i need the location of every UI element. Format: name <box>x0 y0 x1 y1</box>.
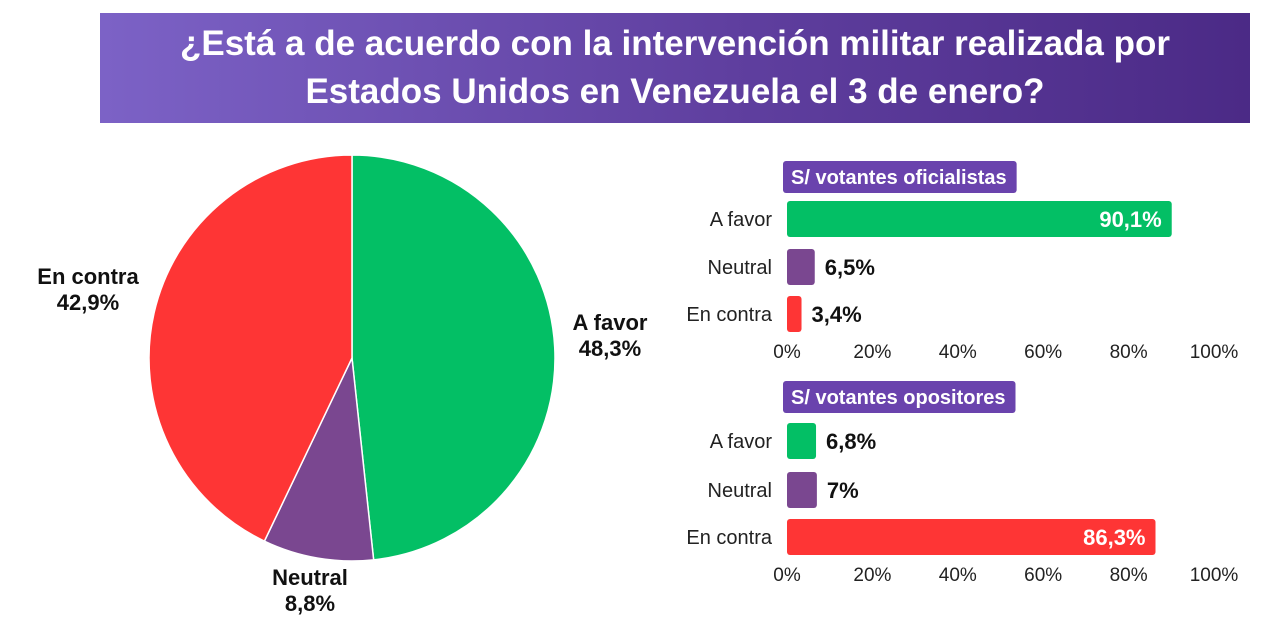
pie-label-en-contra: En contra <box>37 264 139 289</box>
bar-chart-header: S/ votantes opositores <box>783 381 1016 413</box>
bar-chart-oficialistas: S/ votantes oficialistas A favor 90,1% Neut… <box>686 161 1238 363</box>
x-tick-label: 60% <box>1024 342 1062 363</box>
bar-en-contra <box>787 519 1156 555</box>
x-tick-label: 100% <box>1190 342 1239 363</box>
pie-label-a-favor: A favor <box>573 310 648 335</box>
bar-category-label-neutral: Neutral <box>708 257 772 279</box>
x-tick-label: 0% <box>773 342 801 363</box>
title-banner: ¿Está a de acuerdo con la intervención m… <box>100 13 1250 123</box>
x-tick-label: 20% <box>853 565 891 586</box>
title-line-1: ¿Está a de acuerdo con la intervención m… <box>179 24 1171 63</box>
pie-slice-neutral <box>263 355 375 562</box>
pie-value-a-favor: 48,3% <box>579 336 641 361</box>
x-tick-label: 20% <box>853 342 891 363</box>
bar-a-favor <box>787 423 817 459</box>
x-tick-label: 80% <box>1110 342 1148 363</box>
bar-chart-title: S/ votantes oficialistas <box>791 167 1007 189</box>
bar-category-label-a-favor: A favor <box>710 209 773 231</box>
bar-value-label-en-contra: 86,3% <box>1083 525 1145 550</box>
bar-category-label-en-contra: En contra <box>686 527 772 549</box>
bar-value-label-neutral: 6,5% <box>825 255 875 280</box>
bar-value-label-a-favor: 90,1% <box>1099 207 1161 232</box>
bar-category-label-en-contra: En contra <box>686 304 772 326</box>
bar-en-contra <box>787 296 802 332</box>
x-tick-label: 60% <box>1024 565 1062 586</box>
bar-category-label-neutral: Neutral <box>708 480 772 502</box>
bar-chart-title-badge <box>783 161 1017 193</box>
x-tick-label: 40% <box>939 342 977 363</box>
bar-chart-title: S/ votantes opositores <box>791 387 1006 409</box>
pie-slice-a-favor <box>351 154 556 561</box>
bar-neutral <box>787 249 815 285</box>
bar-value-label-a-favor: 6,8% <box>826 429 876 454</box>
x-tick-label: 80% <box>1110 565 1148 586</box>
pie-value-neutral: 8,8% <box>285 591 335 616</box>
bar-a-favor <box>787 201 1172 237</box>
x-tick-label: 40% <box>939 565 977 586</box>
bar-chart-header: S/ votantes oficialistas <box>783 161 1017 193</box>
x-tick-label: 0% <box>773 565 801 586</box>
pie-label-neutral: Neutral <box>272 565 348 590</box>
title-line-2: Estados Unidos en Venezuela el 3 de ener… <box>305 72 1045 111</box>
pie-value-en-contra: 42,9% <box>57 290 119 315</box>
bar-chart-title-badge <box>783 381 1016 413</box>
bar-category-label-a-favor: A favor <box>710 431 773 453</box>
bar-value-label-en-contra: 3,4% <box>812 302 862 327</box>
bar-value-label-neutral: 7% <box>827 478 859 503</box>
bar-chart-opositores: S/ votantes opositores A favor 6,8% Neutral… <box>686 381 1238 586</box>
bar-neutral <box>787 472 817 508</box>
x-tick-label: 100% <box>1190 565 1239 586</box>
pie-slice-en-contra <box>148 154 353 543</box>
